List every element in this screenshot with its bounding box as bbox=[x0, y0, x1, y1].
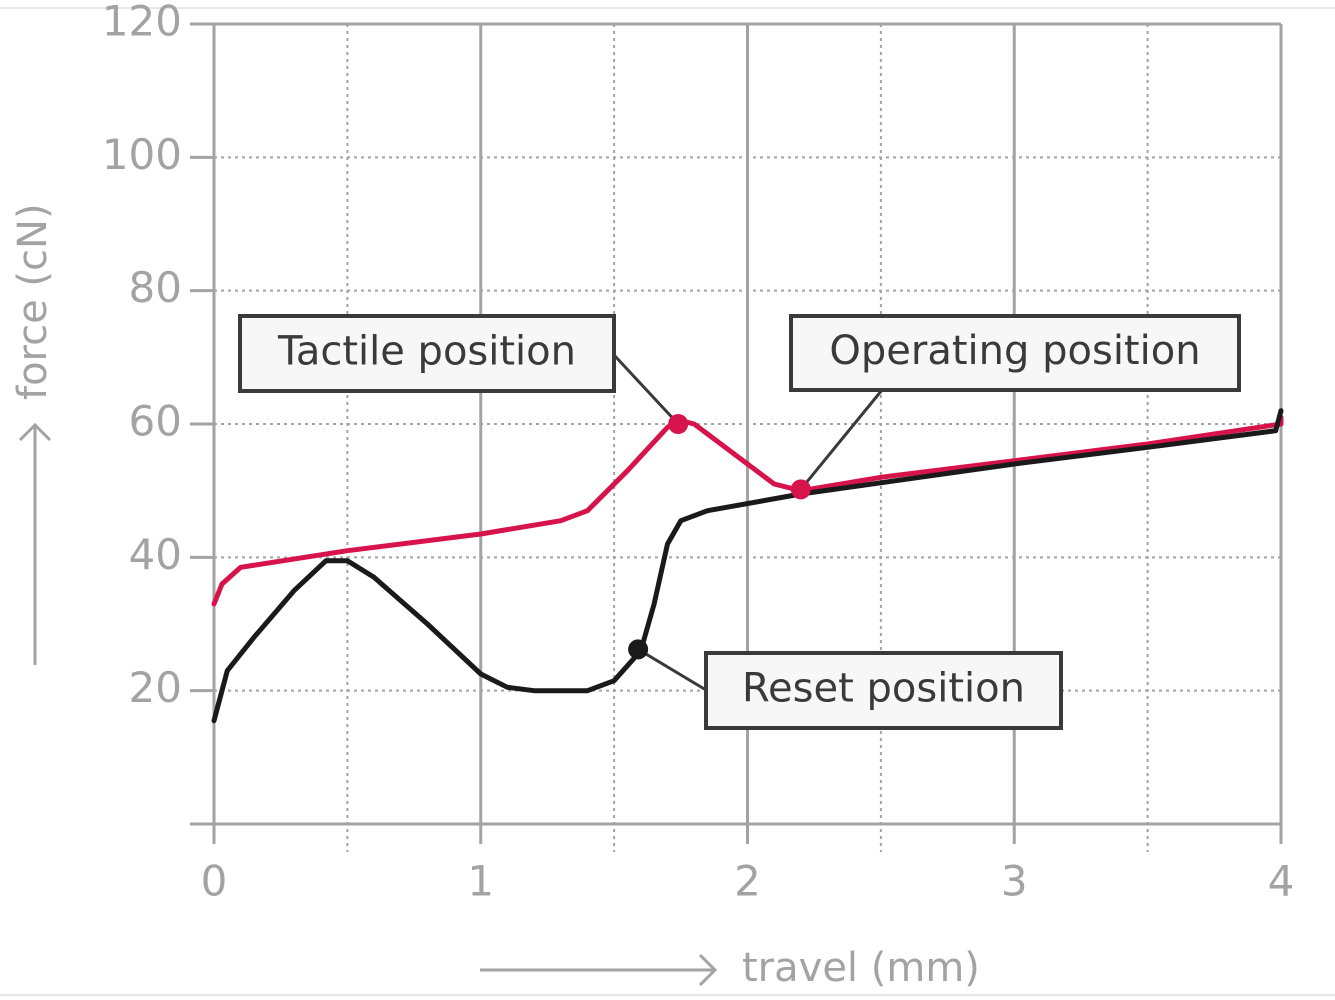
annotation-box bbox=[789, 314, 1241, 392]
x-tick-label: 3 bbox=[1001, 857, 1028, 906]
series-line bbox=[211, 408, 1284, 724]
annotation-box bbox=[704, 651, 1063, 730]
x-tick-label: 4 bbox=[1268, 857, 1295, 906]
y-tick-label: 60 bbox=[129, 397, 182, 446]
annotation-text: Reset position bbox=[742, 666, 1025, 712]
annotation-text: Operating position bbox=[829, 328, 1200, 374]
annotation-text: Tactile position bbox=[277, 329, 576, 375]
y-axis-label: force (cN) bbox=[10, 203, 56, 400]
y-tick-label: 20 bbox=[129, 663, 182, 712]
leader-line bbox=[637, 648, 707, 692]
x-tick-label: 1 bbox=[467, 857, 494, 906]
y-tick-label: 120 bbox=[102, 0, 182, 46]
annotation-point bbox=[790, 479, 811, 500]
x-tick-label: 0 bbox=[201, 857, 228, 906]
y-tick-label: 80 bbox=[129, 263, 182, 312]
y-tick-label: 40 bbox=[129, 530, 182, 579]
annotation-box bbox=[238, 314, 616, 393]
x-arrow-head bbox=[698, 953, 718, 987]
annotation-point bbox=[628, 639, 649, 660]
leader-line bbox=[612, 353, 680, 426]
annotations: Tactile position Operating position Reset … bbox=[238, 314, 1241, 730]
annotation-point bbox=[668, 414, 689, 434]
y-tick-label: 100 bbox=[102, 130, 182, 179]
y-arrow-head bbox=[18, 422, 52, 442]
x-axis-label: travel (mm) bbox=[742, 945, 980, 991]
x-tick-label: 2 bbox=[734, 857, 761, 906]
leader-line bbox=[799, 389, 884, 491]
